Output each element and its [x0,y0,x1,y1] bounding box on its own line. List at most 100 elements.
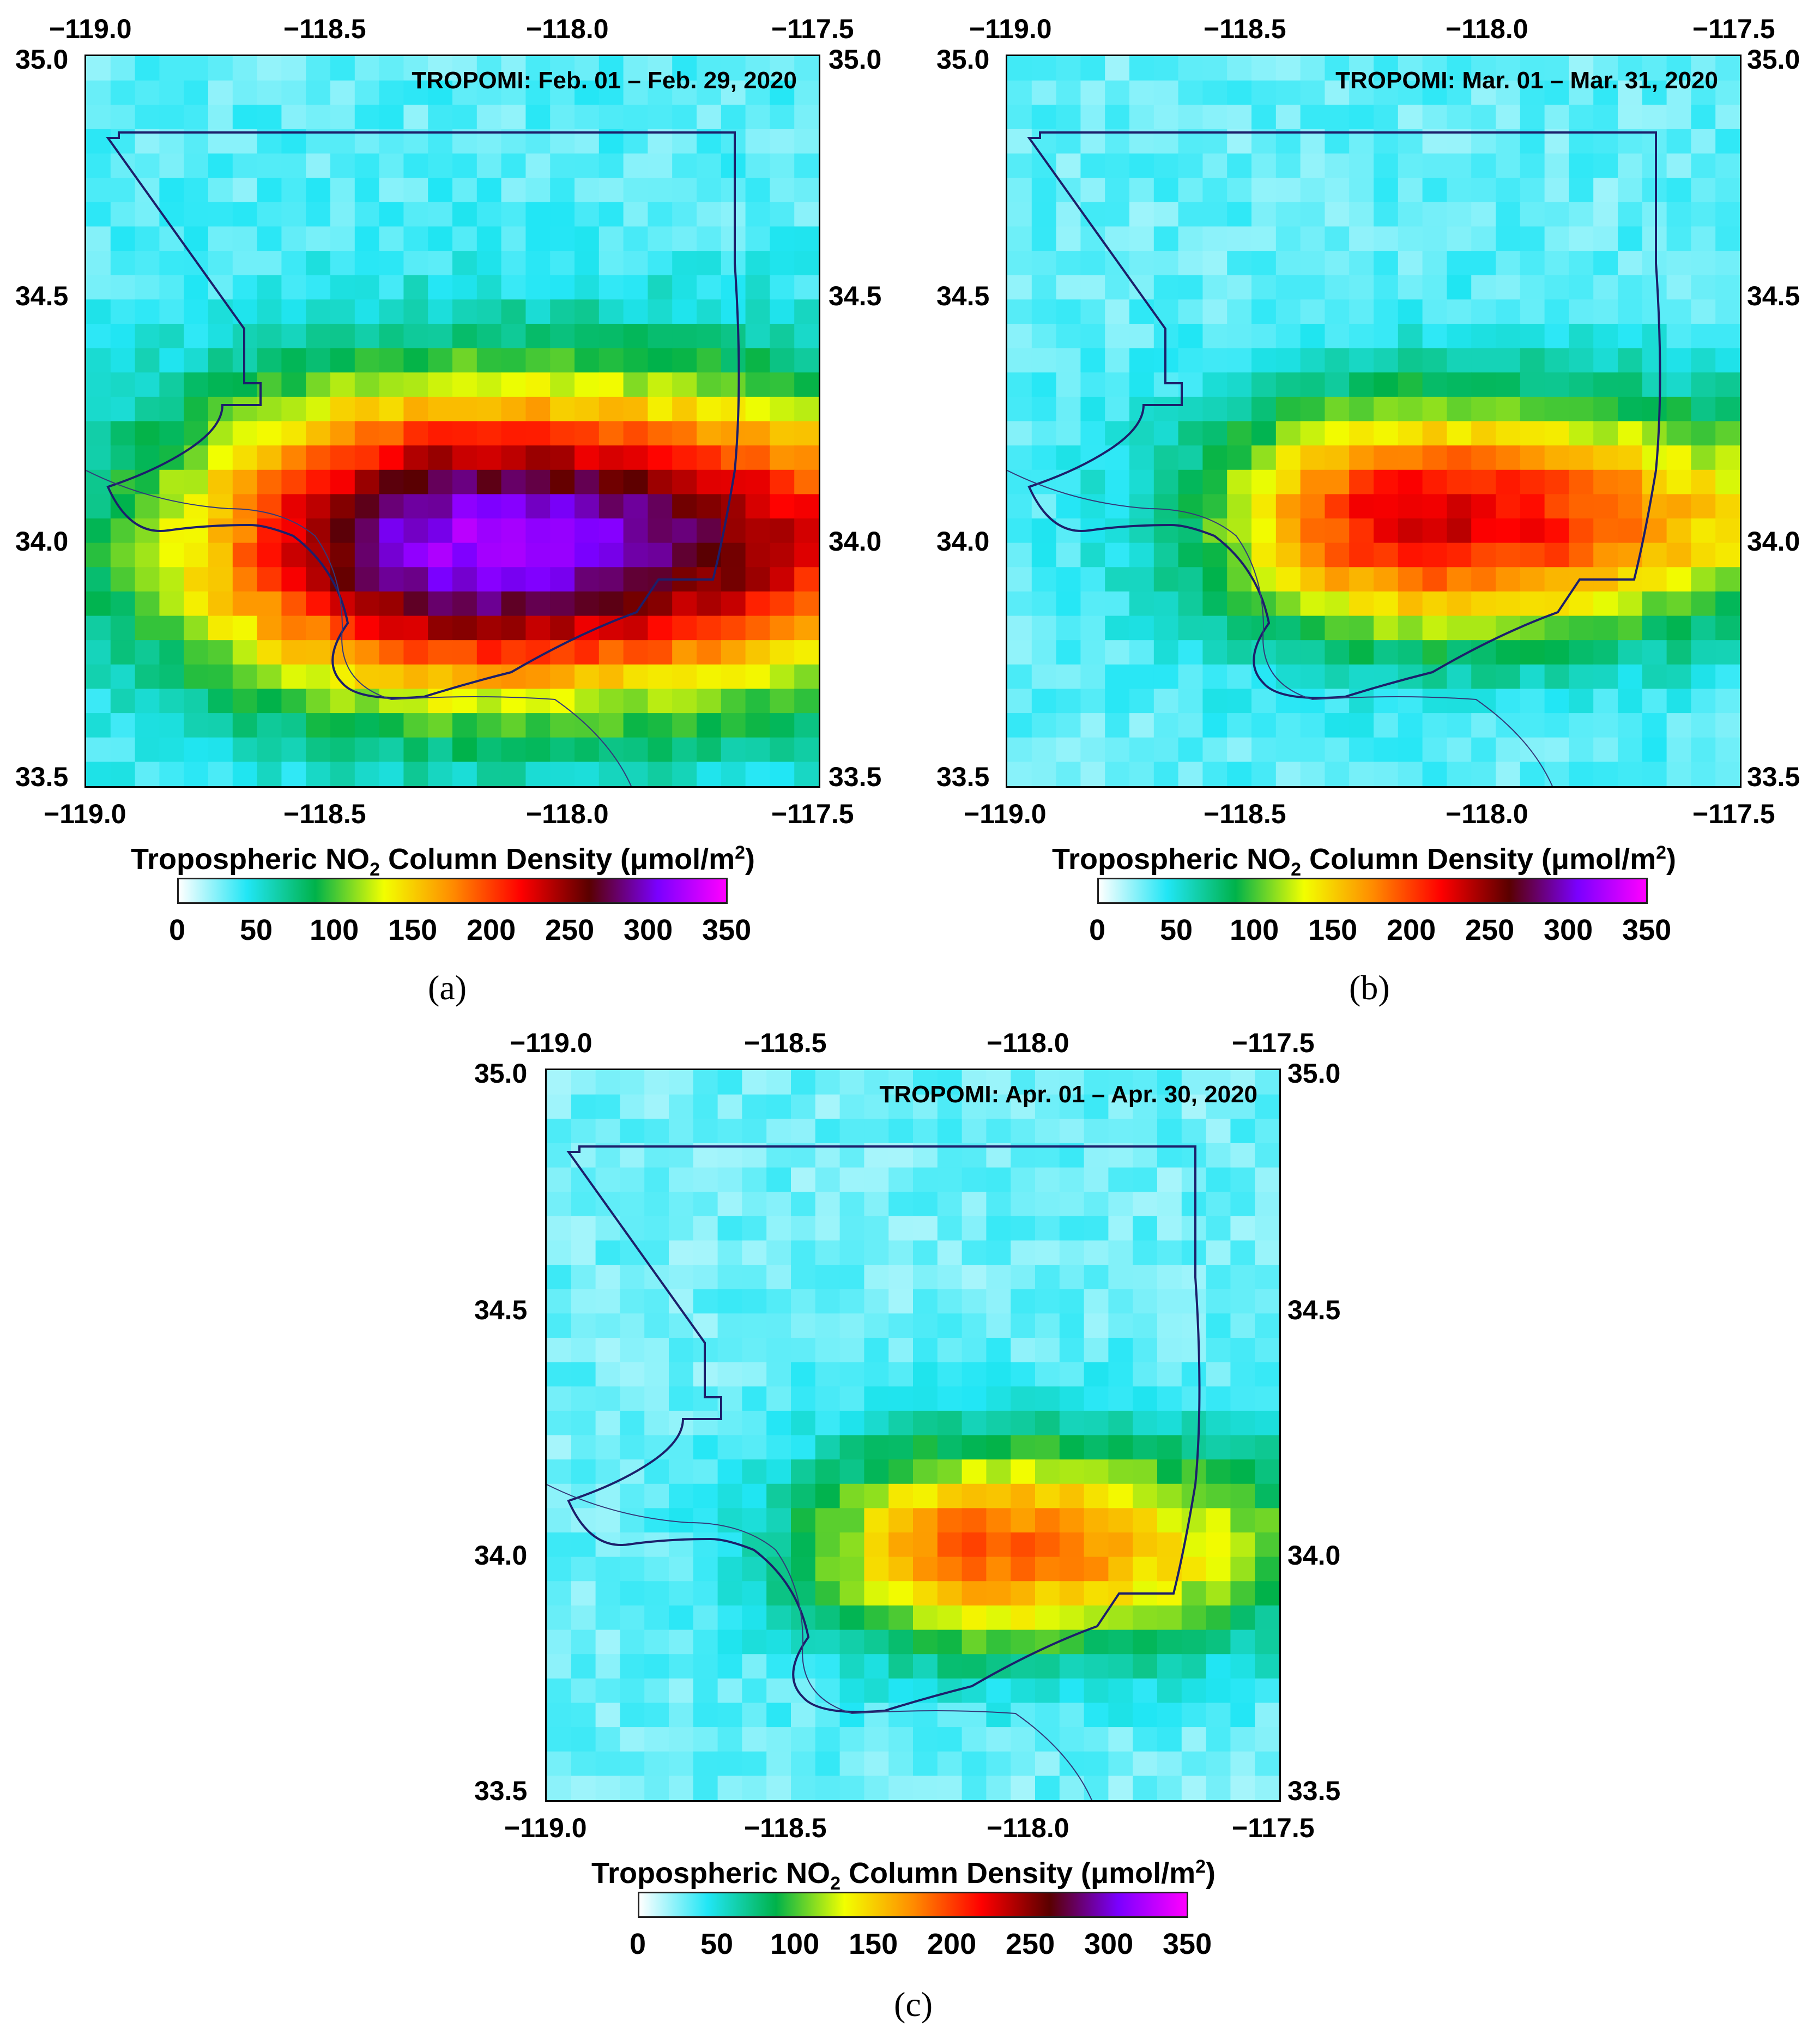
heatmap-cell [962,1727,987,1752]
heatmap-cell [1447,445,1472,470]
heatmap-cell [672,445,697,470]
heatmap-cell [354,421,380,446]
county-boundary [566,1145,1201,1713]
heatmap-cell [644,1410,669,1436]
heatmap-cell [1447,323,1472,349]
heatmap-cell [110,372,136,397]
heatmap-cell [1206,1654,1231,1679]
heatmap-cell [1349,664,1374,690]
heatmap-cell [571,1192,596,1217]
heatmap-cell [1133,1119,1158,1144]
heatmap-cell [1202,689,1228,714]
heatmap-cell [208,153,233,178]
heatmap-cell [403,664,428,690]
heatmap-cell [1325,153,1350,178]
heatmap-cell [1447,737,1472,762]
heatmap-cell [791,1483,816,1508]
heatmap-cell [815,1508,841,1533]
heatmap-cell [452,226,477,251]
x-bottom-tick: −119.0 [964,799,1047,829]
heatmap-cell [452,105,477,130]
heatmap-cell [1080,299,1105,324]
heatmap-cell [1398,105,1423,130]
heatmap-cell [1691,251,1716,276]
y-right-tick: 34.0 [829,526,882,557]
heatmap-cell [742,1581,767,1606]
heatmap-cell [257,591,282,617]
heatmap-cell [1108,1192,1133,1217]
heatmap-cell [1374,591,1399,617]
heatmap-cell [888,1119,914,1144]
heatmap-cell [672,178,697,203]
heatmap-cell [770,299,795,324]
heatmap-cell [571,1751,596,1776]
heatmap-cell [575,689,600,714]
heatmap-cell [717,1703,742,1728]
heatmap-cell [1275,615,1301,641]
heatmap-cell [330,372,355,397]
heatmap-cell [403,105,428,130]
heatmap-cell [1569,640,1594,665]
heatmap-cell [598,226,624,251]
heatmap-cell [1230,1410,1255,1436]
heatmap-cell [717,1727,742,1752]
heatmap-cell [770,762,795,786]
heatmap-cell [135,299,160,324]
heatmap-cell [1715,713,1740,738]
heatmap-cell [403,202,428,227]
heatmap-cell [135,615,160,641]
heatmap-cell [717,1435,742,1460]
heatmap-cell [623,445,648,470]
heatmap-cell [693,1751,718,1776]
heatmap-cell [1593,737,1618,762]
heatmap-cell [184,153,209,178]
heatmap-cell [1349,542,1374,568]
heatmap-cell [815,1654,841,1679]
heatmap-cell [354,762,380,786]
heatmap-cell [1059,1629,1085,1655]
heatmap-cell [1011,1240,1036,1265]
heatmap-cell [1715,664,1740,690]
heatmap-cell [428,713,453,738]
heatmap-cell [1325,469,1350,494]
heatmap-cell [1108,1386,1133,1411]
heatmap-cell [721,615,746,641]
colorbar-tick: 50 [700,1928,734,1960]
heatmap-cell [721,226,746,251]
heatmap-cell [1349,445,1374,470]
heatmap-cell [742,1070,767,1095]
heatmap-cell [550,178,575,203]
heatmap-cell [1011,1386,1036,1411]
heatmap-cell [501,615,526,641]
heatmap-cell [575,762,600,786]
heatmap-cell [1544,372,1569,397]
heatmap-cell [766,1605,791,1631]
heatmap-cell [1133,1216,1158,1241]
heatmap-cell [159,153,184,178]
heatmap-cell [742,1703,767,1728]
heatmap-cell [1398,689,1423,714]
heatmap-cell [913,1556,938,1582]
colorbar-label: Tropospheric NO2 Column Density (μmol/m2… [131,842,755,880]
heatmap-cell [1251,56,1277,81]
heatmap-cell [794,153,819,178]
heatmap-cell [306,202,331,227]
heatmap-cell [595,1459,620,1484]
heatmap-cell [1202,445,1228,470]
heatmap-cell [1153,299,1179,324]
heatmap-cell [766,1094,791,1119]
heatmap-cell [1349,348,1374,373]
heatmap-cell [1593,275,1618,300]
heatmap-cell [1496,396,1521,422]
heatmap-cell [476,56,502,81]
heatmap-cell [1206,1265,1231,1290]
heatmap-cell [794,251,819,276]
heatmap-cell [208,348,233,373]
heatmap-cell [1374,56,1399,81]
heatmap-cell [1227,640,1252,665]
heatmap-cell [1007,275,1032,300]
heatmap-cell [598,762,624,786]
heatmap-cell [525,762,551,786]
heatmap-cell [184,737,209,762]
heatmap-cell [864,1240,889,1265]
